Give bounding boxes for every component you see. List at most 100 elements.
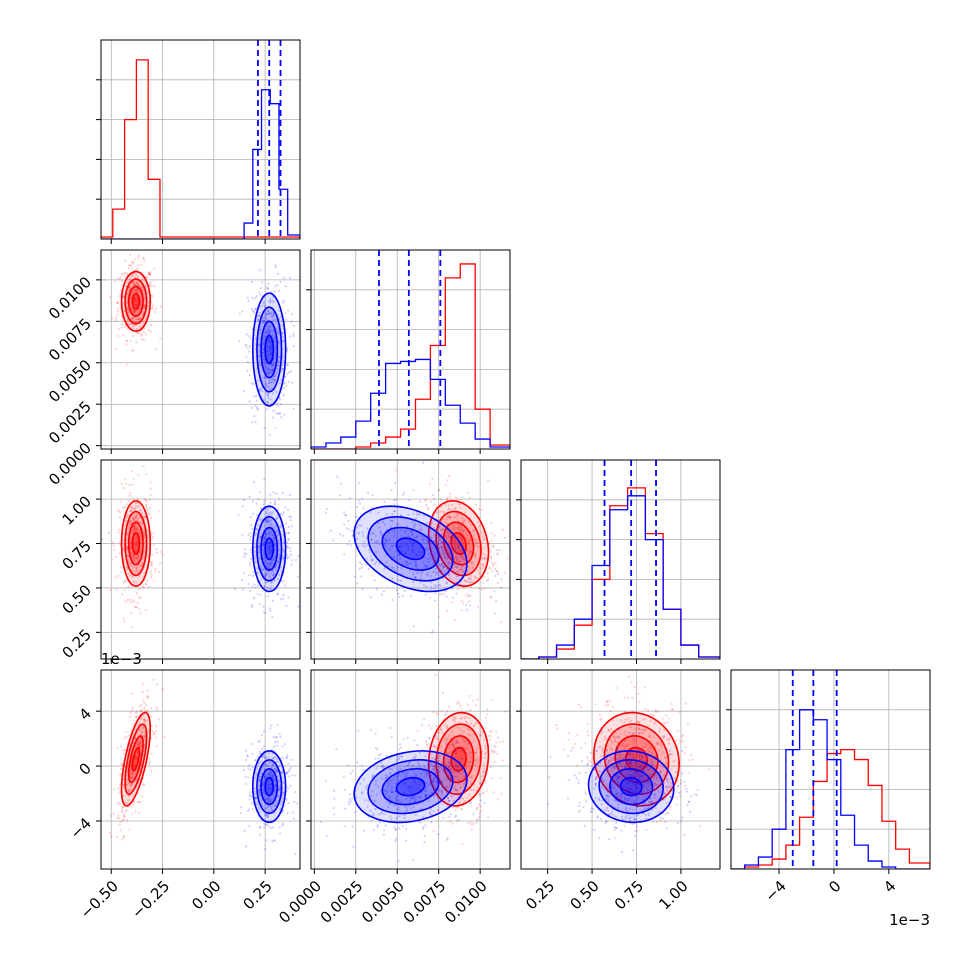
- sample-point: [134, 258, 137, 261]
- sample-point: [264, 755, 267, 759]
- sample-point: [124, 275, 127, 279]
- sample-point: [426, 547, 429, 550]
- sample-point: [278, 412, 281, 415]
- sample-point: [132, 527, 135, 530]
- sample-point: [481, 581, 484, 584]
- sample-point: [466, 722, 469, 725]
- sample-point: [143, 718, 146, 721]
- sample-point: [373, 799, 376, 802]
- sample-point: [484, 716, 487, 719]
- sample-point: [133, 759, 136, 762]
- sample-point: [571, 746, 575, 750]
- sample-point: [454, 809, 457, 812]
- sample-point: [136, 289, 139, 293]
- sample-point: [399, 514, 402, 517]
- sample-point: [382, 833, 386, 836]
- sample-point: [281, 824, 284, 827]
- sample-point: [268, 368, 271, 371]
- sample-point: [370, 558, 373, 561]
- sample-point: [270, 771, 273, 774]
- x-tick-label: 0.25: [240, 877, 276, 913]
- sample-point: [265, 783, 268, 786]
- sample-point: [254, 758, 258, 762]
- sample-point: [127, 499, 131, 503]
- sample-point: [449, 577, 452, 580]
- sample-point: [411, 533, 414, 536]
- sample-point: [400, 534, 403, 538]
- sample-point: [266, 331, 269, 335]
- sample-point: [467, 539, 470, 542]
- sample-point: [132, 801, 135, 804]
- sample-point: [118, 278, 121, 281]
- sample-point: [289, 550, 292, 553]
- sample-point: [460, 536, 463, 539]
- sample-point: [137, 318, 140, 321]
- sample-point: [267, 533, 270, 536]
- sample-point: [418, 796, 421, 799]
- sample-point: [370, 555, 373, 558]
- sample-point: [270, 584, 273, 587]
- sample-point: [245, 845, 248, 848]
- sample-point: [138, 742, 141, 745]
- sample-point: [265, 775, 269, 778]
- sample-point: [249, 337, 252, 340]
- sample-point: [257, 355, 261, 358]
- sample-point: [454, 571, 457, 575]
- sample-point: [403, 782, 406, 785]
- sample-point: [462, 730, 465, 733]
- sample-point: [357, 545, 360, 548]
- sample-point: [139, 509, 142, 512]
- sample-point: [495, 741, 498, 744]
- sample-point: [446, 515, 449, 518]
- sample-point: [336, 475, 339, 478]
- sample-point: [139, 326, 142, 329]
- sample-point: [457, 746, 460, 749]
- sample-point: [124, 314, 127, 317]
- sample-point: [414, 789, 417, 792]
- sample-point: [265, 520, 268, 523]
- sample-point: [267, 393, 270, 396]
- sample-point: [278, 788, 281, 792]
- sample-point: [147, 757, 151, 760]
- sample-point: [433, 767, 436, 770]
- sample-point: [265, 510, 268, 513]
- sample-point: [375, 779, 378, 783]
- sample-point: [417, 783, 420, 786]
- sample-point: [266, 327, 270, 330]
- sample-point: [475, 789, 478, 792]
- sample-point: [270, 387, 273, 390]
- sample-point: [118, 552, 121, 555]
- sample-point: [417, 761, 420, 764]
- sample-point: [125, 545, 129, 549]
- sample-point: [486, 572, 489, 575]
- sample-point: [392, 499, 396, 502]
- sample-point: [122, 272, 125, 275]
- sample-point: [131, 570, 134, 573]
- sample-point: [422, 461, 425, 464]
- sample-point: [627, 788, 630, 791]
- sample-point: [441, 749, 444, 752]
- sample-point: [464, 720, 468, 723]
- sample-point: [361, 543, 364, 547]
- sample-point: [258, 811, 261, 814]
- sample-point: [459, 808, 463, 811]
- sample-point: [459, 526, 463, 530]
- sample-point: [395, 816, 398, 820]
- contour-line: [124, 723, 148, 796]
- sample-point: [445, 537, 448, 540]
- sample-point: [417, 779, 421, 782]
- sample-point: [265, 797, 269, 800]
- sample-point: [159, 337, 162, 340]
- sample-point: [137, 332, 140, 335]
- sample-point: [469, 523, 472, 526]
- sample-point: [256, 319, 259, 323]
- sample-point: [247, 299, 250, 302]
- sample-point: [274, 500, 277, 503]
- sample-point: [271, 314, 274, 318]
- sample-point: [139, 325, 142, 328]
- sample-point: [143, 540, 147, 544]
- sample-point: [457, 764, 461, 767]
- sample-point: [434, 559, 437, 562]
- sample-point: [441, 532, 444, 535]
- sample-point: [397, 769, 400, 772]
